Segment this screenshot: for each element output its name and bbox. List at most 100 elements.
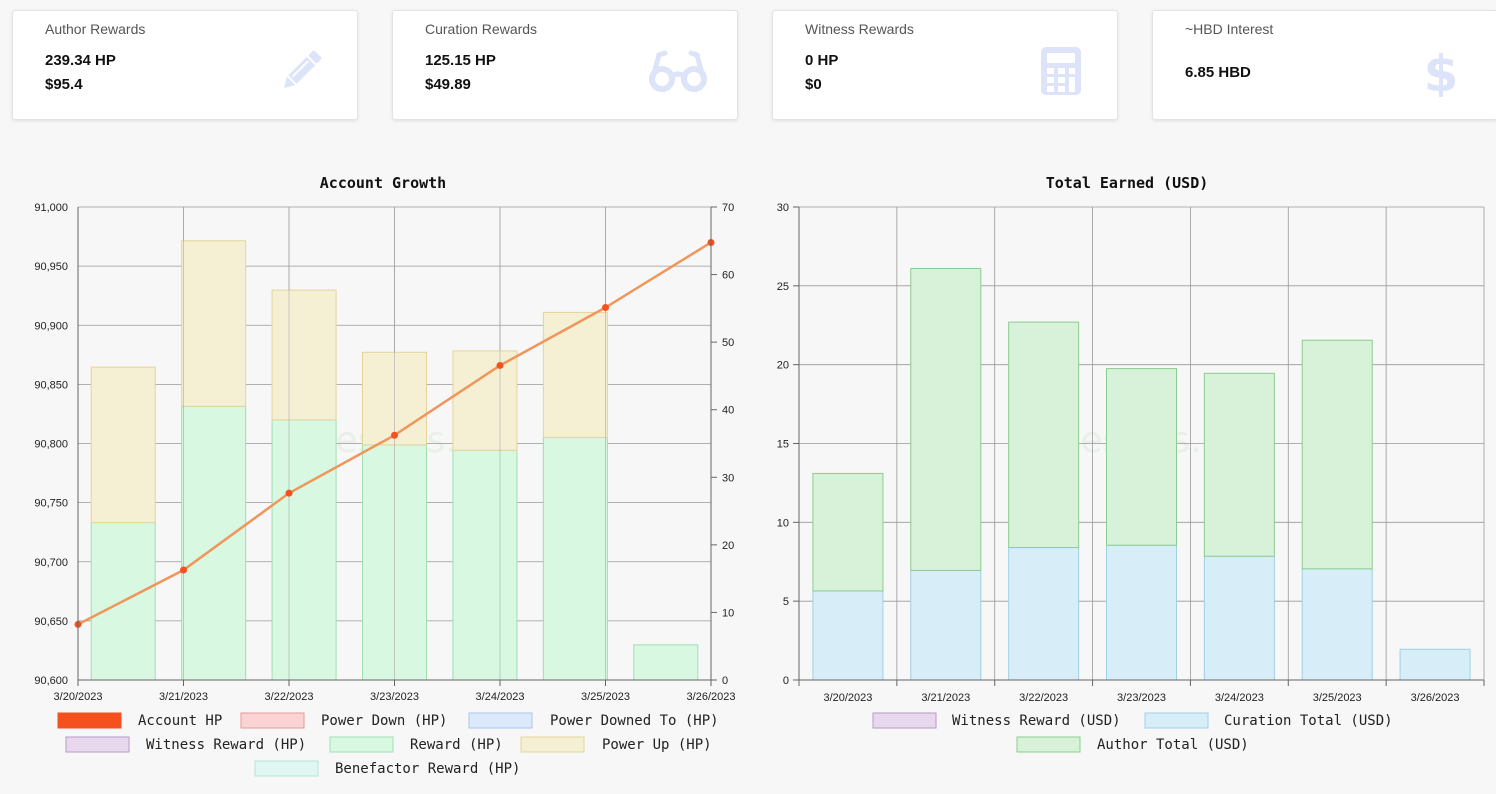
y-tick-label: 10 bbox=[777, 517, 789, 529]
power-up-hp-bar bbox=[181, 240, 247, 407]
x-tick-label: 3/24/2023 bbox=[1215, 692, 1264, 704]
x-tick-label: 3/20/2023 bbox=[54, 691, 103, 703]
y-left-tick-label: 90,950 bbox=[34, 261, 68, 273]
x-tick-label: 3/26/2023 bbox=[687, 691, 736, 703]
card-hp-value: 239.34 HP bbox=[45, 52, 116, 69]
x-tick-label: 3/21/2023 bbox=[159, 691, 208, 703]
y-tick-label: 0 bbox=[783, 675, 789, 687]
legend-swatch bbox=[329, 736, 394, 753]
legend-label: Power Up (HP) bbox=[602, 737, 712, 753]
card-usd-value: $49.89 bbox=[425, 76, 471, 93]
legend-swatch bbox=[468, 712, 533, 729]
author-total-bar bbox=[1301, 339, 1373, 570]
legend-swatch bbox=[65, 736, 130, 753]
x-tick-label: 3/26/2023 bbox=[1411, 692, 1460, 704]
total-earned-chart: Total Earned (USD) 0 5 10 15 20 25 30 3/20/2023… bbox=[777, 174, 1485, 753]
reward-hp-bar bbox=[452, 449, 518, 681]
legend-swatch bbox=[57, 712, 122, 729]
legend-label: Witness Reward (USD) bbox=[952, 713, 1121, 729]
card-usd-value: $95.4 bbox=[45, 76, 83, 93]
curation-total-bar bbox=[1106, 544, 1177, 681]
y-left-tick-label: 90,800 bbox=[34, 439, 68, 451]
card-curation-rewards: Curation Rewards 125.15 HP $49.89 bbox=[392, 10, 738, 120]
y-left-tick-label: 90,650 bbox=[34, 616, 68, 628]
power-up-hp-bar bbox=[542, 311, 608, 438]
card-title: Author Rewards bbox=[45, 21, 146, 37]
legend-label: Curation Total (USD) bbox=[1224, 713, 1393, 729]
y-tick-label: 5 bbox=[783, 596, 789, 608]
x-tick-label: 3/23/2023 bbox=[370, 691, 419, 703]
author-total-bar bbox=[1008, 321, 1080, 549]
account-hp-point bbox=[285, 489, 293, 497]
account-hp-point bbox=[602, 304, 609, 312]
x-tick-label: 3/25/2023 bbox=[581, 691, 630, 703]
legend-label: Benefactor Reward (HP) bbox=[335, 761, 520, 777]
y-left-tick-label: 90,600 bbox=[34, 675, 68, 687]
legend-label: Power Down (HP) bbox=[321, 713, 447, 729]
curation-total-bar bbox=[1203, 555, 1275, 681]
curation-total-bar bbox=[1008, 547, 1080, 681]
y-right-tick-label: 70 bbox=[722, 202, 734, 214]
calculator-icon bbox=[1035, 45, 1087, 97]
y-right-tick-label: 50 bbox=[722, 337, 734, 349]
curation-total-bar bbox=[910, 569, 982, 681]
card-title: Witness Rewards bbox=[805, 21, 914, 37]
legend-swatch bbox=[254, 760, 319, 777]
power-up-hp-bar bbox=[90, 366, 156, 524]
legend-label: Author Total (USD) bbox=[1097, 737, 1249, 753]
card-hbd-value: 6.85 HBD bbox=[1185, 64, 1251, 81]
x-tick-label: 3/21/2023 bbox=[921, 692, 970, 704]
y-tick-label: 30 bbox=[777, 202, 789, 214]
author-total-bar bbox=[1106, 368, 1177, 546]
y-right-tick-label: 30 bbox=[722, 472, 734, 484]
dollar-icon: $ bbox=[1415, 45, 1467, 103]
legend-swatch bbox=[240, 712, 305, 729]
reward-hp-bar bbox=[633, 644, 699, 681]
reward-hp-bar bbox=[181, 405, 247, 681]
chart-title: Total Earned (USD) bbox=[1046, 174, 1209, 192]
legend-label: Reward (HP) bbox=[410, 737, 503, 753]
y-right-tick-label: 10 bbox=[722, 607, 734, 619]
x-tick-label: 3/20/2023 bbox=[823, 692, 872, 704]
x-tick-label: 3/24/2023 bbox=[476, 691, 525, 703]
y-left-tick-label: 90,850 bbox=[34, 379, 68, 391]
y-left-tick-label: 90,750 bbox=[34, 498, 68, 510]
legend-swatch bbox=[872, 712, 937, 729]
author-total-bar bbox=[910, 267, 982, 571]
y-right-tick-label: 60 bbox=[722, 270, 734, 282]
account-hp-point bbox=[496, 361, 504, 369]
x-tick-label: 3/25/2023 bbox=[1313, 692, 1362, 704]
card-witness-rewards: Witness Rewards 0 HP $0 bbox=[772, 10, 1118, 120]
y-tick-label: 25 bbox=[777, 281, 789, 293]
card-author-rewards: Author Rewards 239.34 HP $95.4 bbox=[12, 10, 358, 120]
y-right-tick-label: 20 bbox=[722, 540, 734, 552]
card-hp-value: 125.15 HP bbox=[425, 52, 496, 69]
legend-swatch bbox=[1144, 712, 1209, 729]
curation-total-bar bbox=[1301, 568, 1373, 681]
account-hp-point bbox=[180, 566, 187, 574]
curation-total-bar bbox=[1399, 648, 1471, 681]
glasses-icon bbox=[649, 45, 707, 97]
x-tick-label: 3/23/2023 bbox=[1117, 692, 1166, 704]
reward-hp-bar bbox=[271, 419, 337, 681]
card-usd-value: $0 bbox=[805, 76, 822, 93]
y-right-tick-label: 40 bbox=[722, 405, 734, 417]
account-growth-chart: Account Growth 90,600 90,650 90,700 90,750 9… bbox=[34, 174, 735, 777]
chart-title: Account Growth bbox=[320, 174, 446, 192]
legend-label: Witness Reward (HP) bbox=[146, 737, 306, 753]
power-up-hp-bar bbox=[452, 350, 518, 451]
x-tick-label: 3/22/2023 bbox=[265, 691, 314, 703]
y-left-tick-label: 90,700 bbox=[34, 557, 68, 569]
reward-hp-bar bbox=[542, 436, 608, 681]
account-hp-point bbox=[391, 431, 398, 439]
card-title: ~HBD Interest bbox=[1185, 21, 1274, 37]
y-left-tick-label: 91,000 bbox=[34, 202, 68, 214]
y-right-tick-label: 0 bbox=[722, 675, 728, 687]
legend-label: Power Downed To (HP) bbox=[550, 713, 719, 729]
author-total-bar bbox=[1203, 372, 1275, 557]
legend-swatch bbox=[520, 736, 585, 753]
legend-swatch bbox=[1016, 736, 1081, 753]
card-hbd-interest: ~HBD Interest 6.85 HBD $ bbox=[1152, 10, 1496, 120]
author-total-bar bbox=[812, 472, 884, 592]
curation-total-bar bbox=[812, 590, 884, 681]
